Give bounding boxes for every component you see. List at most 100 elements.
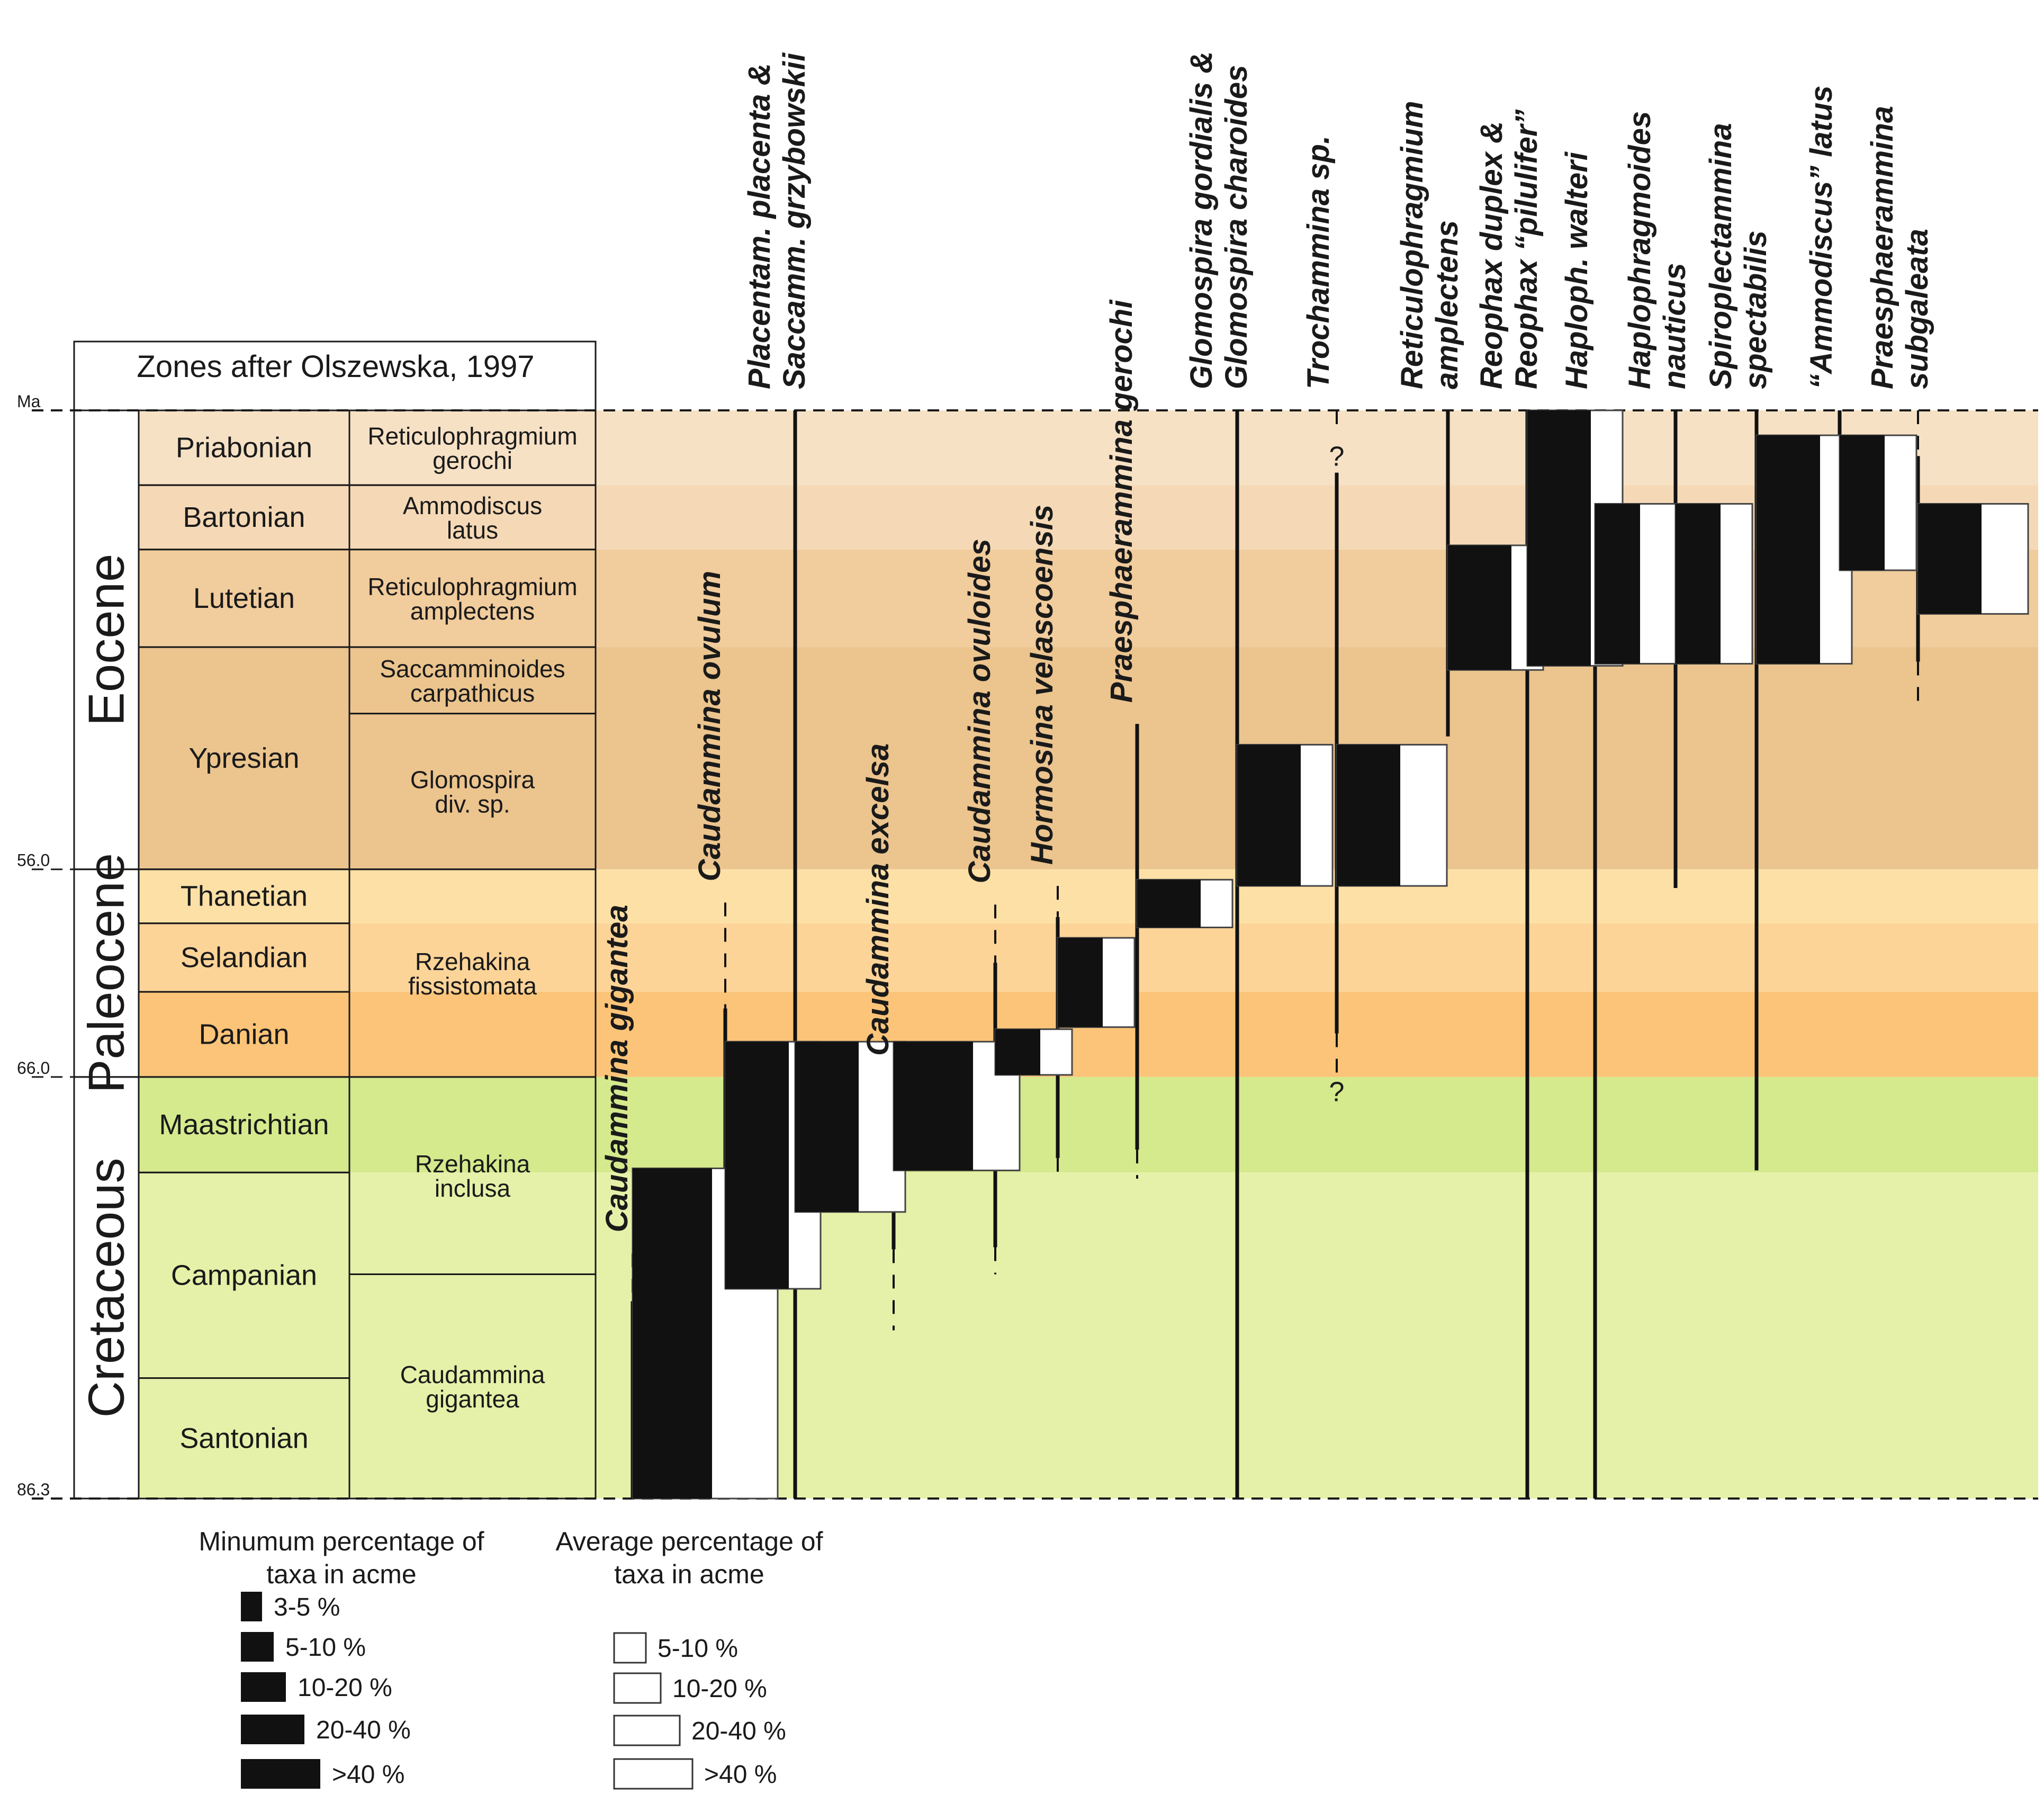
acme-minimum-glomospira-gordialis-glomospira-charoides — [1237, 744, 1301, 886]
taxon-label-reticulophragmium-amplectens: Reticulophragmiumamplectens — [1395, 101, 1464, 389]
taxon-label-line: Reophax duplex & — [1474, 121, 1509, 389]
acme-minimum-ammodiscus-latus — [1840, 435, 1885, 570]
taxon-label-line: Reophax “pilulifer” — [1509, 109, 1544, 389]
taxon-label-reophax-duplex-reophax-pilulifer: Reophax duplex &Reophax “pilulifer” — [1474, 109, 1544, 389]
taxon-label-spiroplectammina-spectabilis: Spiroplectamminaspectabilis — [1704, 123, 1773, 389]
stage-label-santonian: Santonian — [179, 1422, 308, 1454]
legend-min-label-3-5: 3-5 % — [274, 1593, 340, 1621]
zone-label-line: Glomospira — [410, 766, 535, 794]
legend-avg-swatch-20-40 — [613, 1715, 681, 1746]
legend: Minumum percentage of taxa in acmeAverage… — [199, 1527, 823, 1790]
taxon-label-praesphaerammina-subgaleata: Praesphaeramminasubgaleata — [1865, 106, 1934, 389]
acme-minimum-caudammina-gigantea — [633, 1168, 712, 1499]
age-tick-66-0: 66.0 — [17, 1059, 50, 1078]
taxon-label-caudammina-ovuloides: Caudammina ovuloides — [962, 539, 997, 883]
zone-label-saccamminoides-carpathicus: Saccamminoides carpathicus — [380, 655, 565, 707]
stage-color-bands — [139, 410, 2038, 1499]
acme-minimum-reophax-duplex-reophax-pilulifer — [1527, 410, 1591, 666]
taxon-label-ammodiscus-latus: “Ammodiscus” latus — [1804, 85, 1839, 389]
question-mark-trochammina-sp: ? — [1329, 1077, 1345, 1107]
zone-label-line: latus — [447, 516, 498, 544]
acme-minimum-praesphaerammina-subgaleata — [1918, 504, 1982, 614]
legend-avg-title: Average percentage of taxa in acme — [555, 1527, 823, 1589]
stage-label-lutetian: Lutetian — [193, 582, 295, 614]
acme-minimum-caudammina-ovuloides — [995, 1029, 1040, 1075]
chronostratigraphy-table: Eocene Paleocene Cretaceous Priabonian Barto… — [73, 340, 597, 1500]
legend-avg-title-line: taxa in acme — [614, 1559, 764, 1589]
taxon-label-line: Spiroplectammina — [1704, 123, 1738, 389]
taxon-label-caudammina-gigantea: Caudammina gigantea — [600, 904, 634, 1232]
legend-min-swatch-40 — [241, 1759, 320, 1789]
legend-avg-title-line: Average percentage of — [555, 1527, 823, 1556]
taxon-labels: Caudammina gigantea Caudammina ovulum Plac… — [600, 51, 1934, 1232]
zone-label-caudammina-gigantea: Caudammina gigantea — [400, 1361, 545, 1413]
legend-min-swatch-10-20 — [241, 1672, 286, 1702]
zone-label-rzehakina-fissistomata: Rzehakina fissistomata — [408, 948, 537, 1000]
taxon-label-line: Glomospira charoides — [1219, 65, 1254, 389]
taxon-label-line: Caudammina ovuloides — [962, 539, 997, 883]
acme-minimum-praesphaerammina-gerochi — [1137, 880, 1201, 928]
band-ypresian — [139, 647, 2038, 869]
taxon-label-haplophragmoides-nauticus: Haplophragmoidesnauticus — [1623, 111, 1692, 389]
legend-min-title: Minumum percentage of taxa in acme — [199, 1527, 484, 1589]
taxon-label-placentam-placenta-saccamm-grzybowskii: Placentam. placenta &Saccamm. grzybowski… — [742, 52, 812, 389]
taxon-label-line: Trochammina sp. — [1301, 136, 1336, 389]
taxon-label-caudammina-ovulum: Caudammina ovulum — [692, 571, 727, 882]
stage-label-bartonian: Bartonian — [183, 501, 305, 533]
stage-label-maastrichtian: Maastrichtian — [159, 1109, 329, 1141]
question-mark-trochammina-sp: ? — [1329, 441, 1345, 472]
zone-label-line: inclusa — [435, 1174, 511, 1202]
acme-minimum-spiroplectammina-spectabilis — [1757, 435, 1820, 664]
legend-min-label-40: >40 % — [332, 1761, 404, 1789]
taxon-label-hormosina-velascoensis: Hormosina velascoensis — [1025, 505, 1059, 865]
epoch-label-cretaceous: Cretaceous — [78, 1158, 135, 1418]
acme-minimum-caudammina-ovulum — [725, 1042, 789, 1289]
zone-label-line: div. sp. — [435, 791, 510, 818]
zone-column-header: Zones after Olszewska, 1997 — [137, 349, 534, 384]
taxon-label-line: Hormosina velascoensis — [1025, 505, 1059, 865]
stage-label-selandian: Selandian — [181, 941, 308, 973]
zone-label-line: Saccamminoides — [380, 655, 565, 683]
legend-min-swatch-3-5 — [241, 1592, 262, 1621]
legend-min-label-5-10: 5-10 % — [285, 1634, 366, 1662]
zone-label-line: Rzehakina — [415, 1150, 530, 1178]
legend-avg-swatch-10-20 — [613, 1672, 662, 1704]
taxon-label-caudammina-excelsa: Caudammina excelsa — [861, 743, 895, 1056]
taxon-label-line: Reticulophragmium — [1395, 101, 1429, 389]
band-thanetian — [139, 869, 2038, 923]
acme-minimum-trochammina-sp — [1337, 744, 1400, 886]
band-santonian — [139, 1378, 2038, 1499]
taxon-label-line: nauticus — [1658, 263, 1692, 390]
legend-min-title-line: Minumum percentage of — [199, 1527, 484, 1556]
epoch-label-paleocene: Paleocene — [78, 853, 135, 1093]
zone-label-line: carpathicus — [410, 679, 535, 707]
stage-label-thanetian: Thanetian — [181, 881, 308, 912]
taxon-label-line: Praesphaerammina gerochi — [1104, 299, 1139, 703]
legend-avg-swatch-5-10 — [613, 1632, 647, 1664]
acme-boxes — [632, 409, 2029, 1500]
zones-header-title: Zones after Olszewska, 1997 — [137, 349, 534, 384]
taxon-label-line: Caudammina ovulum — [692, 571, 727, 882]
taxon-label-glomospira-gordialis-glomospira-charoides: Glomospira gordialis &Glomospira charoid… — [1184, 51, 1254, 389]
stage-label-danian: Danian — [199, 1018, 289, 1050]
taxon-label-line: “Ammodiscus” latus — [1804, 85, 1839, 389]
taxon-label-line: amplectens — [1430, 220, 1464, 389]
acme-minimum-caudammina-excelsa — [894, 1042, 973, 1171]
zone-label-line: Caudammina — [400, 1361, 545, 1388]
taxon-label-line: spectabilis — [1739, 230, 1773, 389]
band-campanian — [139, 1172, 2038, 1378]
zone-label-ammodiscus-latus: Ammodiscus latus — [403, 492, 542, 544]
acme-minimum-haploph-walteri — [1595, 504, 1640, 664]
legend-avg-label-10-20: 10-20 % — [672, 1675, 767, 1703]
acme-minimum-hormosina-velascoensis — [1058, 938, 1103, 1027]
taxon-label-line: Caudammina excelsa — [861, 743, 895, 1056]
band-maastrichtian — [139, 1077, 2038, 1173]
zone-label-line: Ammodiscus — [403, 492, 542, 519]
zone-label-glomospira-div-sp: Glomospira div. sp. — [410, 766, 535, 818]
zone-label-line: gigantea — [426, 1385, 519, 1413]
zone-label-line: amplectens — [410, 597, 535, 625]
zone-label-line: gerochi — [433, 447, 512, 474]
age-tick-ma: Ma — [17, 392, 41, 411]
taxon-label-line: Saccamm. grzybowskii — [777, 52, 812, 389]
zone-label-rzehakina-inclusa: Rzehakina inclusa — [415, 1150, 530, 1202]
